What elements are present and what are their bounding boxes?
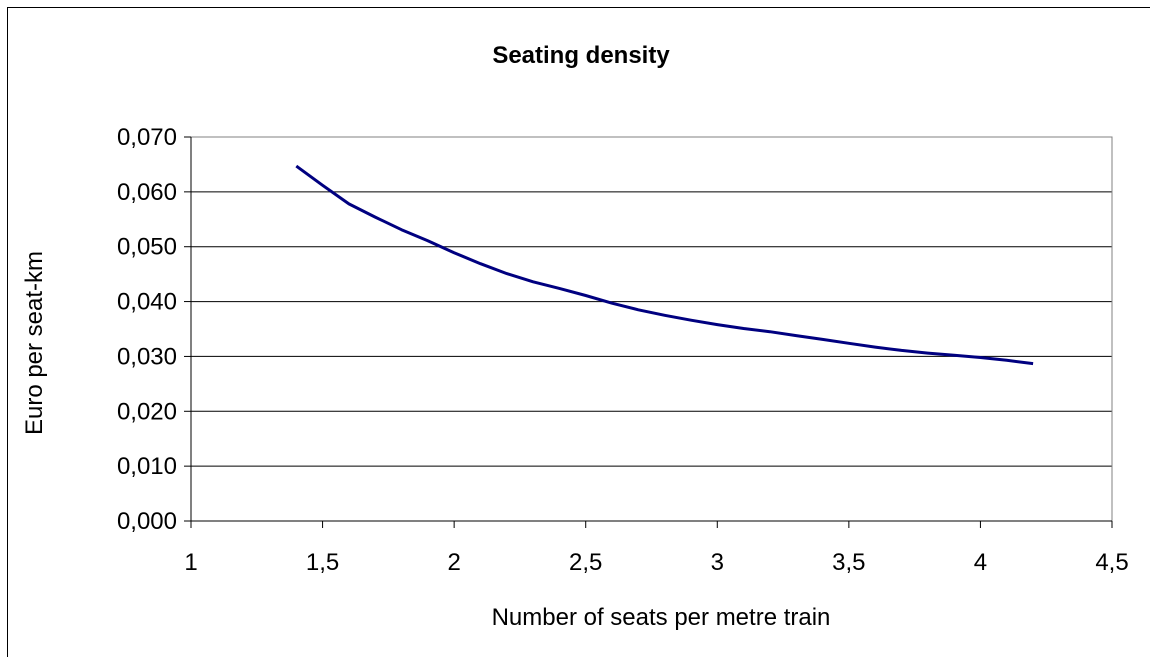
x-axis-label: Number of seats per metre train bbox=[492, 604, 831, 631]
chart-area: Seating density 0,000 0,010 0,020 0,030 0,04… bbox=[7, 7, 1150, 657]
y-axis-label: Euro per seat-km bbox=[21, 251, 48, 435]
axes bbox=[184, 136, 1113, 528]
line-chart: Seating density 0,000 0,010 0,020 0,030 0,04… bbox=[21, 42, 1129, 631]
x-tick-label: 3 bbox=[711, 549, 724, 576]
x-tick-label: 2,5 bbox=[569, 549, 602, 576]
x-tick-label: 4 bbox=[974, 549, 987, 576]
y-tick-label: 0,000 bbox=[117, 508, 177, 535]
y-tick-label: 0,020 bbox=[117, 398, 177, 425]
x-tick-label: 3,5 bbox=[832, 549, 865, 576]
x-tick-label: 1,5 bbox=[306, 549, 339, 576]
x-tick-label: 2 bbox=[447, 549, 460, 576]
y-tick-label: 0,060 bbox=[117, 179, 177, 206]
y-tick-label: 0,050 bbox=[117, 234, 177, 261]
y-tick-label: 0,040 bbox=[117, 289, 177, 316]
y-tick-label: 0,010 bbox=[117, 453, 177, 480]
x-tick-label: 1 bbox=[184, 549, 197, 576]
y-tick-label: 0,030 bbox=[117, 343, 177, 370]
plot-area bbox=[190, 136, 1113, 522]
chart-title: Seating density bbox=[492, 42, 670, 69]
x-tick-label: 4,5 bbox=[1095, 549, 1128, 576]
gridlines bbox=[191, 136, 1112, 467]
series-line bbox=[295, 164, 1034, 366]
series-lines bbox=[295, 164, 1034, 366]
y-tick-label: 0,070 bbox=[117, 124, 177, 151]
tick-labels: 0,000 0,010 0,020 0,030 0,040 0,050 0,060 0,070… bbox=[117, 124, 1129, 576]
